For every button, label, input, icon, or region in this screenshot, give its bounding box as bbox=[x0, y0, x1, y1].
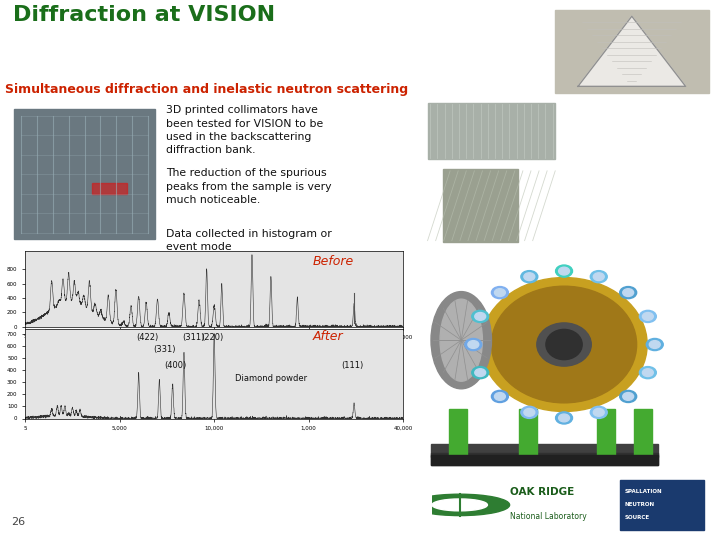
Circle shape bbox=[521, 406, 538, 418]
Circle shape bbox=[492, 390, 508, 402]
Text: Simultaneous diffraction and inelastic neutron scattering: Simultaneous diffraction and inelastic n… bbox=[6, 83, 408, 96]
Circle shape bbox=[524, 273, 535, 281]
Text: (111): (111) bbox=[341, 361, 363, 369]
Bar bbox=[449, 409, 467, 457]
Text: OAK RIDGE: OAK RIDGE bbox=[510, 487, 574, 497]
Text: The reduction of the spurious
peaks from the sample is very
much noticeable.: The reduction of the spurious peaks from… bbox=[166, 168, 331, 205]
Bar bbox=[443, 170, 518, 242]
Bar bbox=[634, 409, 652, 457]
Circle shape bbox=[495, 393, 505, 400]
Circle shape bbox=[492, 287, 508, 299]
Circle shape bbox=[472, 367, 489, 379]
Circle shape bbox=[620, 287, 636, 299]
Ellipse shape bbox=[492, 286, 636, 403]
Ellipse shape bbox=[440, 299, 482, 381]
Circle shape bbox=[593, 408, 604, 416]
Text: National Laboratory: National Laboratory bbox=[510, 512, 586, 521]
Circle shape bbox=[639, 310, 657, 322]
Circle shape bbox=[474, 313, 486, 320]
Wedge shape bbox=[432, 499, 487, 511]
Text: SOURCE: SOURCE bbox=[625, 516, 649, 521]
Circle shape bbox=[590, 271, 607, 283]
Bar bbox=[598, 409, 616, 457]
Circle shape bbox=[472, 310, 489, 322]
Text: After: After bbox=[312, 330, 343, 343]
Circle shape bbox=[590, 406, 607, 418]
Circle shape bbox=[623, 289, 634, 296]
Circle shape bbox=[642, 369, 653, 376]
Text: Data collected in histogram or
event mode: Data collected in histogram or event mod… bbox=[166, 228, 331, 252]
Polygon shape bbox=[578, 16, 685, 86]
Bar bbox=[621, 480, 703, 530]
Circle shape bbox=[620, 390, 636, 402]
Circle shape bbox=[649, 341, 660, 348]
Bar bbox=[431, 453, 658, 465]
Bar bbox=[431, 455, 658, 465]
Text: (220): (220) bbox=[201, 333, 223, 342]
Circle shape bbox=[495, 289, 505, 296]
Circle shape bbox=[559, 267, 570, 275]
Circle shape bbox=[556, 412, 572, 424]
Circle shape bbox=[468, 341, 479, 348]
Circle shape bbox=[647, 339, 663, 350]
Circle shape bbox=[623, 393, 634, 400]
Text: Diamond powder: Diamond powder bbox=[235, 374, 307, 383]
Text: (422): (422) bbox=[137, 333, 159, 342]
Circle shape bbox=[642, 313, 653, 320]
Ellipse shape bbox=[481, 278, 647, 411]
Ellipse shape bbox=[537, 323, 591, 366]
Text: (311): (311) bbox=[182, 333, 204, 342]
Circle shape bbox=[593, 273, 604, 281]
Text: Diffraction at VISION: Diffraction at VISION bbox=[13, 5, 275, 25]
Text: 26: 26 bbox=[12, 517, 26, 527]
Bar bbox=[518, 409, 537, 457]
Text: (331): (331) bbox=[153, 346, 176, 354]
Circle shape bbox=[465, 339, 482, 350]
Text: (400): (400) bbox=[164, 361, 186, 369]
Ellipse shape bbox=[431, 292, 492, 389]
Ellipse shape bbox=[546, 329, 582, 360]
Text: Before: Before bbox=[312, 255, 354, 268]
Bar bbox=[91, 183, 127, 194]
Text: SPALLATION: SPALLATION bbox=[625, 489, 662, 494]
Circle shape bbox=[521, 271, 538, 283]
Bar bbox=[431, 444, 658, 457]
Text: 3D printed collimators have
been tested for VISION to be
used in the backscatter: 3D printed collimators have been tested … bbox=[166, 105, 323, 155]
Wedge shape bbox=[410, 494, 510, 516]
Circle shape bbox=[559, 414, 570, 422]
Circle shape bbox=[556, 265, 572, 277]
Circle shape bbox=[524, 408, 535, 416]
Circle shape bbox=[639, 367, 657, 379]
Circle shape bbox=[474, 369, 486, 376]
Text: NEUTRON: NEUTRON bbox=[625, 502, 654, 508]
